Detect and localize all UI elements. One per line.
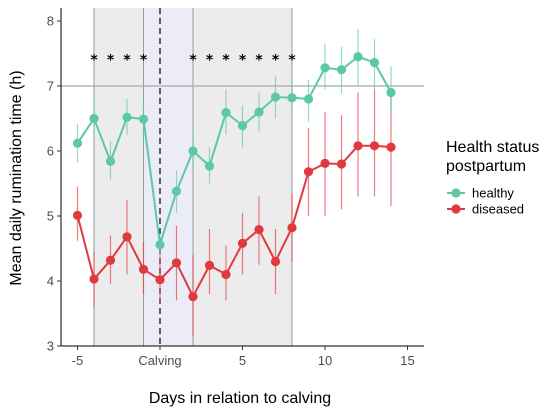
significance-star: * — [288, 53, 296, 69]
data-point — [188, 146, 198, 156]
data-point — [155, 275, 165, 285]
data-point — [320, 158, 330, 168]
significance-star: * — [189, 53, 197, 69]
data-point — [386, 142, 396, 152]
data-point — [105, 156, 116, 166]
data-point — [72, 210, 83, 220]
data-point — [138, 264, 149, 274]
significance-markers: * * * * * * * * * * * — [90, 53, 296, 69]
data-point — [353, 141, 363, 151]
data-point — [221, 108, 231, 118]
data-point — [320, 63, 330, 73]
x-tick-label: Calving — [138, 353, 181, 368]
x-tick-label: 5 — [239, 353, 246, 368]
data-point — [188, 292, 198, 302]
series-diseased — [72, 89, 396, 337]
data-point — [122, 232, 132, 242]
data-point — [254, 107, 264, 117]
legend-key-point — [451, 204, 461, 214]
data-point — [237, 121, 248, 131]
significance-star: * — [239, 53, 247, 69]
data-point — [171, 258, 182, 268]
series-group — [72, 28, 396, 337]
data-point — [270, 92, 281, 102]
legend-label: healthy — [472, 186, 514, 201]
data-point — [303, 94, 314, 104]
x-tick-label: -5 — [72, 353, 84, 368]
data-point — [237, 238, 248, 248]
legend-title-line2: postpartum — [446, 158, 526, 175]
significance-star: * — [107, 53, 115, 69]
data-point — [138, 114, 149, 124]
data-point — [270, 256, 281, 267]
data-point — [369, 141, 380, 151]
legend-label: diseased — [472, 202, 524, 217]
shaded-region — [94, 8, 144, 346]
data-point — [204, 260, 215, 270]
x-tick-label: 10 — [318, 353, 332, 368]
data-point — [155, 240, 165, 250]
data-point — [254, 225, 264, 235]
series-healthy — [72, 28, 396, 255]
x-tick-label: 15 — [400, 353, 414, 368]
y-axis-ticks: 3 4 5 6 7 8 — [47, 14, 61, 354]
legend-key-point — [451, 188, 461, 198]
data-point — [336, 159, 347, 169]
data-point — [204, 161, 215, 171]
y-axis-title: Mean daily rumination time (h) — [8, 70, 25, 285]
data-point — [336, 65, 347, 75]
significance-star: * — [90, 53, 98, 69]
x-axis-title: Days in relation to calving — [149, 390, 331, 407]
data-point — [303, 167, 314, 177]
significance-star: * — [222, 53, 230, 69]
significance-star: * — [206, 53, 214, 69]
data-point — [287, 223, 297, 233]
data-point — [72, 138, 83, 148]
data-point — [221, 269, 231, 280]
data-point — [89, 113, 99, 124]
data-point — [369, 58, 380, 68]
data-point — [353, 52, 363, 62]
data-point — [105, 255, 116, 265]
y-tick-label: 3 — [47, 339, 54, 354]
y-tick-label: 4 — [47, 274, 54, 289]
legend-title-line1: Health status — [446, 139, 539, 156]
y-tick-label: 6 — [47, 144, 54, 159]
significance-star: * — [272, 53, 280, 69]
data-point — [386, 87, 396, 98]
significance-star: * — [255, 53, 263, 69]
y-tick-label: 8 — [47, 14, 54, 29]
data-point — [122, 112, 132, 122]
y-tick-label: 7 — [47, 79, 54, 94]
data-point — [287, 93, 297, 103]
significance-star: * — [123, 53, 131, 69]
x-axis-ticks: -5 Calving 5 10 15 — [72, 346, 415, 368]
y-tick-label: 5 — [47, 209, 54, 224]
data-point — [89, 274, 99, 284]
significance-star: * — [140, 53, 148, 69]
data-point — [171, 186, 182, 196]
